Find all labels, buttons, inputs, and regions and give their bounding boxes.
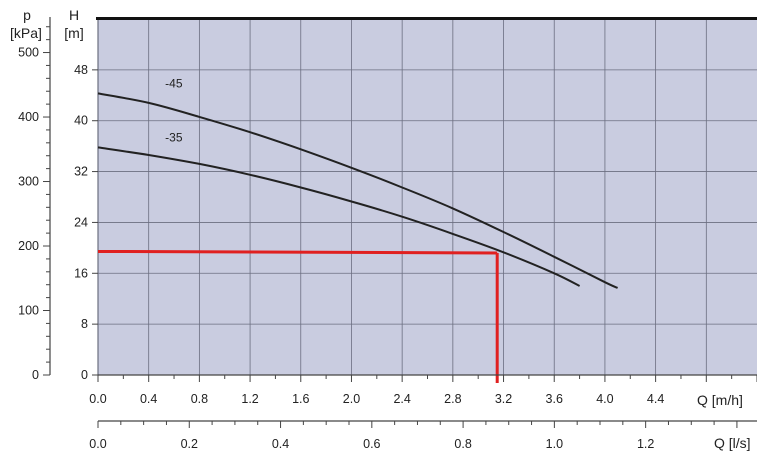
p-tick-label: 200 [18,239,39,253]
q-ls-tick-label: 0.6 [363,437,380,451]
head-axis: 0 8 16 24 32 40 48 [74,63,98,382]
h-tick-label: 0 [81,368,88,382]
p-tick-label: 100 [18,304,39,318]
duty-point-lines [97,249,499,383]
q-ls-tick-label: 1.0 [546,437,563,451]
q-ls-tick-label: 1.2 [637,437,654,451]
q-m3h-tick-label: 2.0 [343,392,360,406]
h-tick-label: 40 [74,114,88,128]
series-layer [97,92,618,289]
flow-axis-ls: 0.0 0.2 0.4 0.6 0.8 1.0 1.2 [89,420,757,451]
h-tick-label: 32 [74,165,88,179]
q-m3h-tick-label: 3.6 [546,392,563,406]
p-axis-symbol: p [23,7,31,23]
h-tick-label: 16 [74,266,88,280]
q-m3h-tick-label: 2.8 [444,392,461,406]
p-tick-label: 500 [18,46,39,60]
q-m3h-tick-label: 1.2 [241,392,258,406]
h-tick-label: 48 [74,63,88,77]
h-tick-label: 24 [74,215,88,229]
q-m3h-tick-label: 0.4 [140,392,157,406]
q-m3h-tick-label: 4.0 [596,392,613,406]
p-tick-label: 300 [18,175,39,189]
q-m3h-tick-label: 0.8 [191,392,208,406]
q-ls-tick-label: 0.8 [454,437,471,451]
h-tick-label: 8 [81,317,88,331]
flow-axis-m3h: 0.0 0.4 0.8 1.2 1.6 2.0 2.4 2.8 3.2 3.6 4.0 4.4 [89,374,757,406]
q-m3h-tick-label: 3.2 [495,392,512,406]
pressure-axis: 0 100 200 300 400 500 [18,17,51,382]
grid [97,19,757,376]
series-line [97,146,581,287]
q-m3h-tick-label: 0.0 [89,392,106,406]
series-label: -35 [165,130,183,144]
p-tick-label: 400 [18,110,39,124]
curve-labels: -45 -35 [165,76,183,144]
q-m3h-axis-label: Q [m/h] [697,392,743,408]
duty-point-line-horizontal [97,249,498,255]
q-ls-axis-label: Q [l/s] [714,435,751,451]
p-axis-unit: [kPa] [10,25,42,41]
q-m3h-tick-label: 2.4 [393,392,410,406]
q-ls-tick-label: 0.0 [89,437,106,451]
plot-top-border [96,17,757,20]
q-m3h-tick-label: 4.4 [647,392,664,406]
h-axis-symbol: H [69,7,79,23]
h-axis-unit: [m] [64,25,83,41]
series-label: -45 [165,76,183,90]
series-line [97,92,618,289]
q-ls-tick-label: 0.2 [181,437,198,451]
q-ls-tick-label: 0.4 [272,437,289,451]
q-m3h-tick-label: 1.6 [292,392,309,406]
p-tick-label: 0 [32,368,39,382]
